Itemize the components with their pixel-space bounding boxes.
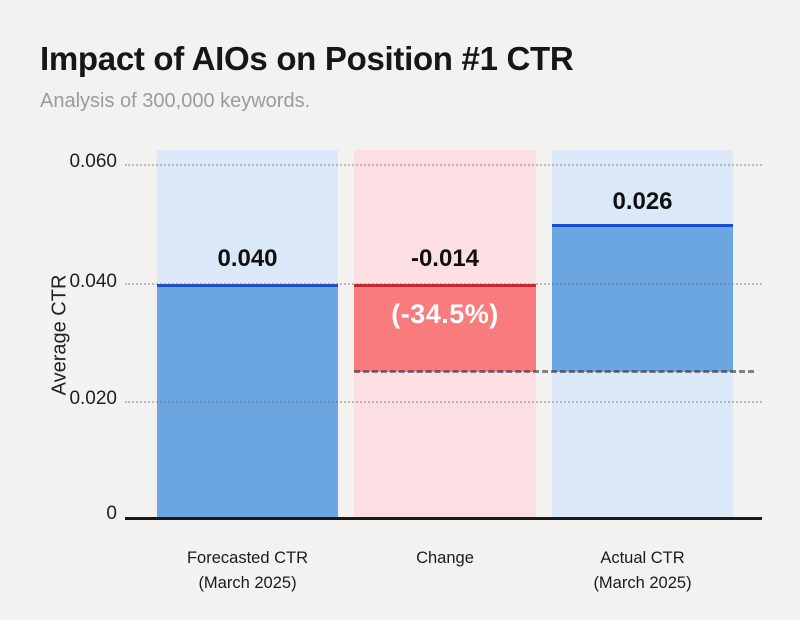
x-tick-actual: Actual CTR (March 2025)	[552, 546, 733, 596]
value-label-forecasted: 0.040	[217, 245, 278, 272]
x-tick-change-line1: Change	[416, 549, 474, 567]
x-tick-forecasted-line2: (March 2025)	[198, 574, 297, 592]
percent-change-annotation: (-34.5%)	[391, 299, 499, 329]
x-tick-forecasted-line1: Forecasted CTR	[186, 549, 309, 567]
x-tick-actual-line1: Actual CTR	[600, 549, 685, 567]
y-tick-0: 0	[106, 503, 117, 524]
bar-change	[354, 284, 536, 372]
value-label-change: -0.014	[410, 245, 480, 272]
x-tick-change: Change	[354, 546, 536, 571]
gridline-0-020	[125, 401, 762, 403]
x-tick-actual-line2: (March 2025)	[593, 574, 692, 592]
gridline-0-060	[125, 164, 762, 166]
value-label-actual: 0.026	[612, 188, 673, 215]
chart-title: Impact of AIOs on Position #1 CTR	[40, 40, 574, 77]
bar-actual	[552, 224, 733, 372]
y-tick-0-040: 0.040	[69, 271, 117, 292]
x-axis-line	[125, 517, 762, 520]
x-tick-forecasted: Forecasted CTR (March 2025)	[157, 546, 338, 596]
chart-subtitle: Analysis of 300,000 keywords.	[40, 90, 311, 112]
gridline-0-040	[125, 283, 762, 285]
bar-forecasted	[157, 284, 338, 518]
y-tick-0-020: 0.020	[69, 388, 117, 409]
change-level-dashed-line	[354, 370, 754, 373]
y-tick-0-060: 0.060	[69, 151, 117, 172]
